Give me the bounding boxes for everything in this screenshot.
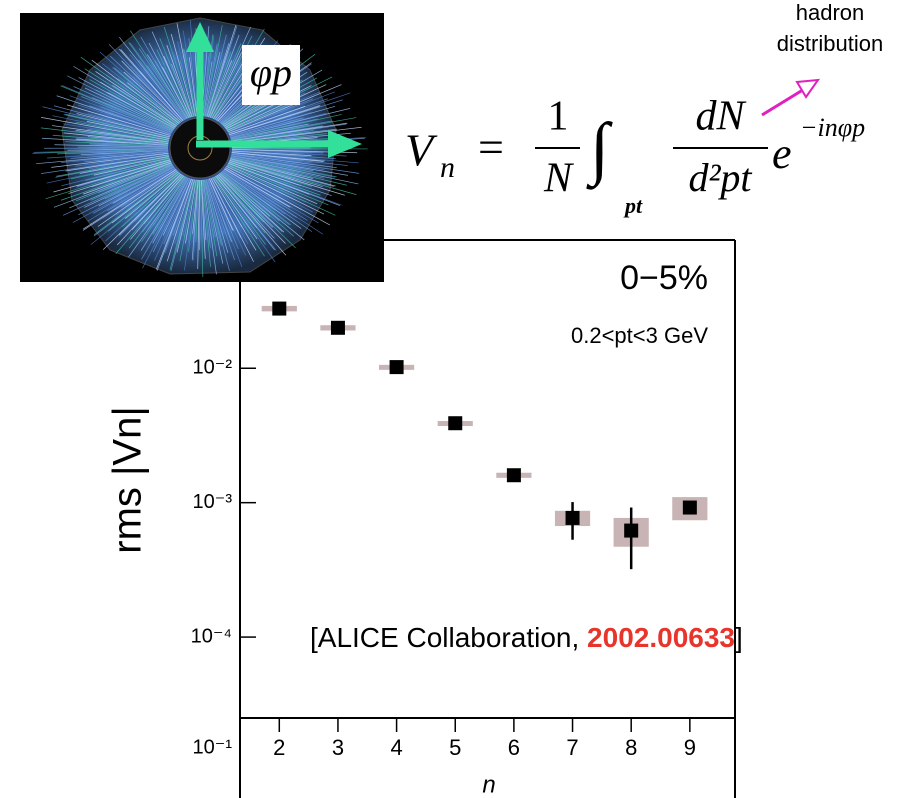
formula-lhs: V — [405, 125, 438, 176]
hadron-label: hadron — [796, 0, 865, 25]
phi-label: φp — [250, 50, 292, 95]
pointer — [762, 88, 806, 115]
y-tick-label: 10⁻¹ — [193, 736, 233, 758]
x-label: n — [482, 771, 495, 798]
formula-den: d²pt — [688, 155, 752, 200]
chart: 10⁻² 10⁻³ 10⁻⁴ 10⁻¹ 2 3 4 5 6 7 8 9 n rms |Vn| 0−5% 0.2… — [106, 240, 743, 798]
y-tick-label: 10⁻⁴ — [191, 625, 232, 647]
marker — [683, 501, 697, 515]
x-tick-label: 2 — [273, 735, 285, 760]
formula-exp-base: e — [772, 129, 792, 178]
citation-part: 2002.00633 — [587, 622, 735, 653]
formula-eq: = — [478, 122, 504, 173]
formula-num: dN — [695, 94, 746, 140]
y-tick-label: 10⁻³ — [193, 491, 233, 513]
x-tick-label: 8 — [625, 735, 637, 760]
x-tick-label: 4 — [390, 735, 402, 760]
event-display: φp — [20, 13, 384, 282]
x-tick-label: 7 — [566, 735, 578, 760]
annotation: 0−5% — [620, 259, 708, 297]
citation: [ALICE Collaboration, 2002.00633] — [310, 622, 743, 653]
hadron-label: distribution — [777, 31, 883, 56]
x-tick-label: 5 — [449, 735, 461, 760]
marker — [507, 468, 521, 482]
formula-integral: ∫ — [586, 110, 613, 190]
x-tick-label: 6 — [508, 735, 520, 760]
annotation: 0.2<pt<3 GeV — [571, 323, 708, 348]
marker — [624, 524, 638, 538]
citation-part: [ALICE Collaboration, — [310, 622, 587, 653]
y-tick-label: 10⁻² — [193, 357, 233, 379]
y-label: rms |Vn| — [106, 406, 150, 553]
formula-int-sub: pt — [623, 193, 643, 218]
marker — [390, 360, 404, 374]
x-tick-label: 3 — [332, 735, 344, 760]
marker — [331, 321, 345, 335]
marker — [448, 416, 462, 430]
citation-part: ] — [735, 622, 743, 653]
formula-exponent: −inφp — [800, 113, 865, 142]
pointer-head — [797, 80, 818, 97]
x-tick-label: 9 — [684, 735, 696, 760]
formula-num: 1 — [548, 94, 569, 140]
marker — [272, 302, 286, 316]
page: 10⁻² 10⁻³ 10⁻⁴ 10⁻¹ 2 3 4 5 6 7 8 9 n rms |Vn| 0−5% 0.2… — [0, 0, 905, 798]
marker — [566, 511, 580, 525]
formula-den: N — [543, 156, 574, 202]
slide: 10⁻² 10⁻³ 10⁻⁴ 10⁻¹ 2 3 4 5 6 7 8 9 n rms |Vn| 0−5% 0.2… — [0, 0, 905, 798]
formula-lhs-sub: n — [440, 151, 455, 184]
formula: V n = 1 N ∫ pt dN d²pt e −inφp — [405, 94, 865, 218]
